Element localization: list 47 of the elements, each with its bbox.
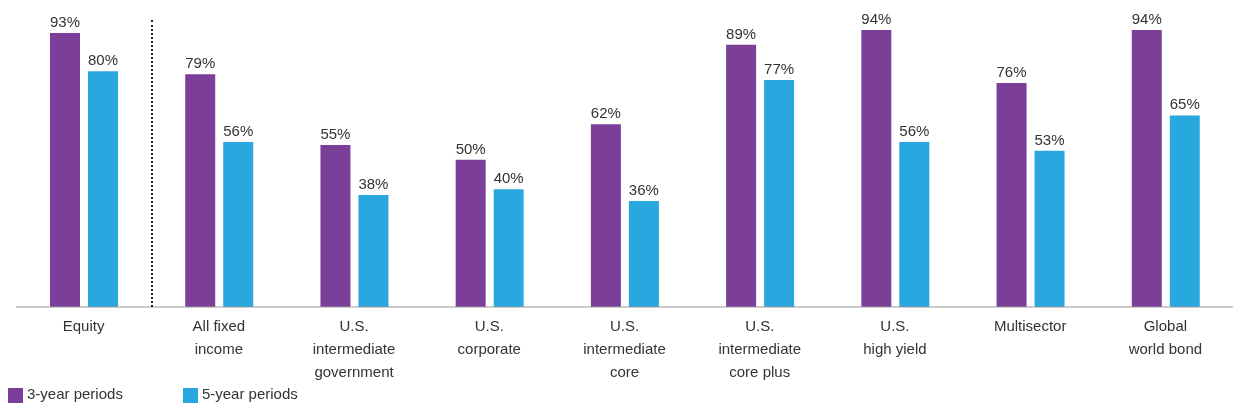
x-tick-label: U.S. intermediate core plus — [718, 317, 801, 380]
bar — [50, 32, 80, 307]
data-label: 94% — [861, 10, 892, 27]
bar — [493, 189, 524, 307]
x-tick-label: Equity — [62, 317, 105, 334]
data-label: 62% — [590, 104, 621, 122]
data-label: 55% — [320, 124, 351, 142]
data-label: 89% — [726, 24, 757, 42]
bar — [1131, 30, 1162, 307]
bar — [590, 124, 621, 307]
bar — [185, 74, 216, 307]
x-tick-label: Global world bond — [1127, 317, 1203, 357]
data-label: 80% — [87, 51, 119, 69]
data-label: 93% — [49, 12, 81, 30]
data-label: 76% — [996, 63, 1027, 81]
bar — [726, 44, 757, 307]
x-tick-label: U.S. intermediate government — [312, 317, 396, 380]
x-tick-label: U.S. intermediate core — [583, 317, 666, 380]
data-label: 56% — [223, 121, 254, 139]
bar — [628, 200, 659, 307]
data-label: 65% — [1169, 95, 1200, 113]
bar — [223, 141, 254, 307]
data-label: 94% — [1131, 10, 1162, 27]
data-label: 56% — [899, 121, 930, 139]
bar — [861, 30, 892, 307]
bar — [320, 144, 351, 307]
bar — [1034, 150, 1065, 307]
x-tick-label: All fixed income — [192, 317, 246, 357]
bar — [996, 83, 1027, 307]
data-label: 50% — [455, 139, 486, 157]
data-label: 40% — [493, 169, 524, 187]
bar — [455, 159, 486, 307]
bar — [899, 141, 930, 307]
data-label: 36% — [628, 180, 659, 198]
bar — [358, 195, 389, 307]
data-label: 53% — [1034, 130, 1065, 148]
x-tick-label: Multisector — [993, 317, 1067, 334]
bar — [88, 71, 118, 307]
data-label: 38% — [358, 175, 389, 193]
legend-label: 3-year periods — [27, 385, 123, 402]
data-label: 77% — [764, 60, 795, 78]
data-label: 79% — [185, 54, 216, 72]
legend-label: 5-year periods — [201, 385, 298, 402]
x-tick-label: U.S. corporate — [457, 317, 521, 357]
bar — [1169, 115, 1200, 307]
x-tick-label: U.S. high yield — [863, 317, 927, 357]
bar — [764, 80, 795, 307]
